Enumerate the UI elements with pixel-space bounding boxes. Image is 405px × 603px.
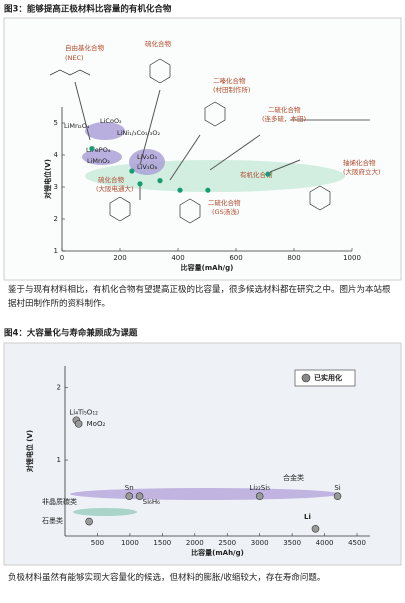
x-axis-label: 比容量(mAh/g) bbox=[191, 548, 244, 557]
label: 硫化合物 bbox=[145, 39, 172, 48]
x-axis-label: 比容量(mAh/g) bbox=[181, 263, 234, 272]
caption-line: 据村田制作所的资料制作。 bbox=[8, 298, 110, 309]
label: (大阪电通大) bbox=[96, 184, 134, 193]
material-label: LiFePO₄ bbox=[86, 146, 111, 154]
legend-label: 已实用化 bbox=[314, 373, 342, 382]
x-tick-label: 500 bbox=[91, 539, 104, 547]
material-label: LiCoO₂ bbox=[100, 117, 122, 125]
caption-line: 鉴于与现有材料相比，有机化合物有望提高正极的比容量，很多候选材料都在研究之中。图… bbox=[8, 284, 391, 295]
carbon-region bbox=[73, 508, 137, 516]
alloy-region bbox=[70, 488, 340, 500]
label: 自由基化合物 bbox=[65, 43, 105, 52]
point-label: Li₂₂Si₅ bbox=[249, 484, 270, 492]
y-tick-label: 2 bbox=[57, 384, 61, 392]
y-tick-label: 2 bbox=[54, 215, 58, 223]
oxide-blob bbox=[85, 122, 125, 140]
data-point bbox=[311, 524, 320, 533]
point-label: Sn bbox=[125, 484, 134, 492]
data-point bbox=[89, 146, 95, 152]
label: 硫化合物 bbox=[98, 175, 125, 184]
caption-line: 负极材料虽然有能够实现大容量化的候选，但材料的膨胀/收缩较大，存在寿命问题。 bbox=[8, 572, 325, 583]
data-point bbox=[177, 187, 183, 193]
label: (NEC) bbox=[65, 54, 84, 62]
point-label: Si bbox=[334, 484, 340, 492]
oxide-blob bbox=[129, 149, 165, 175]
y-axis-label: 对锂电位 (V) bbox=[25, 430, 34, 472]
material-label: LiV₂O₅ bbox=[137, 153, 158, 161]
material-label: LiNi₁/₃Co₁/₃O₂ bbox=[117, 129, 161, 137]
material-label: LiV₃O₈ bbox=[137, 163, 158, 171]
legend-marker bbox=[301, 373, 311, 383]
label: 二硫化合物 bbox=[208, 198, 241, 207]
data-point bbox=[137, 181, 143, 187]
x-tick-label: 2500 bbox=[218, 539, 236, 547]
point-label: MoO₂ bbox=[87, 420, 106, 428]
x-tick-label: 1000 bbox=[121, 539, 139, 547]
group-label: 非晶质碳类 bbox=[42, 497, 77, 506]
material-label: LiMn₂O₄ bbox=[64, 122, 90, 130]
data-point bbox=[255, 492, 264, 501]
data-point bbox=[129, 168, 135, 174]
x-tick-label: 0 bbox=[60, 254, 64, 262]
x-tick-label: 200 bbox=[113, 254, 126, 262]
oxide-blob bbox=[82, 149, 122, 165]
heading: 图3：能够提高正极材料比容量的有机化合物 bbox=[4, 4, 172, 15]
point-label: Si₆H₆ bbox=[143, 498, 160, 506]
data-point bbox=[157, 178, 163, 184]
x-tick-label: 1000 bbox=[343, 254, 361, 262]
y-tick-label: 1 bbox=[54, 247, 58, 255]
caption: 负极材料虽然有能够实现大容量化的候选，但材料的膨胀/收缩较大，存在寿命问题。 bbox=[8, 572, 325, 583]
caption: 鉴于与现有材料相比，有机化合物有望提高正极的比容量，很多候选材料都在研究之中。图… bbox=[8, 284, 391, 309]
pointer-arrows bbox=[74, 81, 301, 200]
label: 轴烯化合物 bbox=[343, 158, 376, 167]
material-label: LiMnO₂ bbox=[87, 157, 110, 165]
label: (大阪府立大) bbox=[343, 167, 381, 176]
data-point bbox=[125, 492, 134, 501]
x-tick-label: 4500 bbox=[348, 539, 366, 547]
label: (连多硫，本田) bbox=[262, 114, 306, 123]
label: 有机化合物 bbox=[240, 170, 273, 179]
group-label: 石墨类 bbox=[42, 516, 63, 525]
molecule-sketches bbox=[49, 58, 370, 224]
y-axis-label: 对锂电位(V) bbox=[43, 159, 52, 199]
data-point bbox=[333, 492, 342, 501]
data-point bbox=[85, 517, 93, 526]
heading: 图4：大容量化与寿命兼顾成为课题 bbox=[4, 328, 138, 339]
group-label: 合金类 bbox=[283, 473, 304, 482]
x-tick-label: 600 bbox=[229, 254, 242, 262]
y-tick-label: 1 bbox=[57, 456, 61, 464]
data-point bbox=[205, 187, 211, 193]
x-tick-label: 1500 bbox=[153, 539, 171, 547]
x-tick-label: 4000 bbox=[316, 539, 334, 547]
point-label: Li₄Ti₅O₁₂ bbox=[69, 408, 98, 416]
x-tick-label: 2000 bbox=[186, 539, 204, 547]
label: 二硫化合物 bbox=[268, 105, 301, 114]
label: (GS汤浅) bbox=[212, 207, 239, 216]
legend bbox=[294, 369, 356, 387]
point-label: Li bbox=[304, 513, 311, 521]
y-tick-label: 5 bbox=[54, 119, 58, 127]
x-tick-label: 400 bbox=[171, 254, 184, 262]
data-point bbox=[265, 171, 271, 177]
label: (村田制作所) bbox=[213, 85, 251, 94]
figure-frame bbox=[3, 17, 402, 281]
label: 二嗪化合物 bbox=[213, 76, 246, 85]
x-tick-label: 3000 bbox=[251, 539, 269, 547]
y-tick-label: 4 bbox=[54, 151, 59, 159]
x-tick-label: 3500 bbox=[283, 539, 301, 547]
y-tick-label: 3 bbox=[54, 183, 58, 191]
data-point bbox=[135, 492, 144, 501]
x-tick-label: 800 bbox=[287, 254, 300, 262]
data-point bbox=[74, 420, 83, 428]
